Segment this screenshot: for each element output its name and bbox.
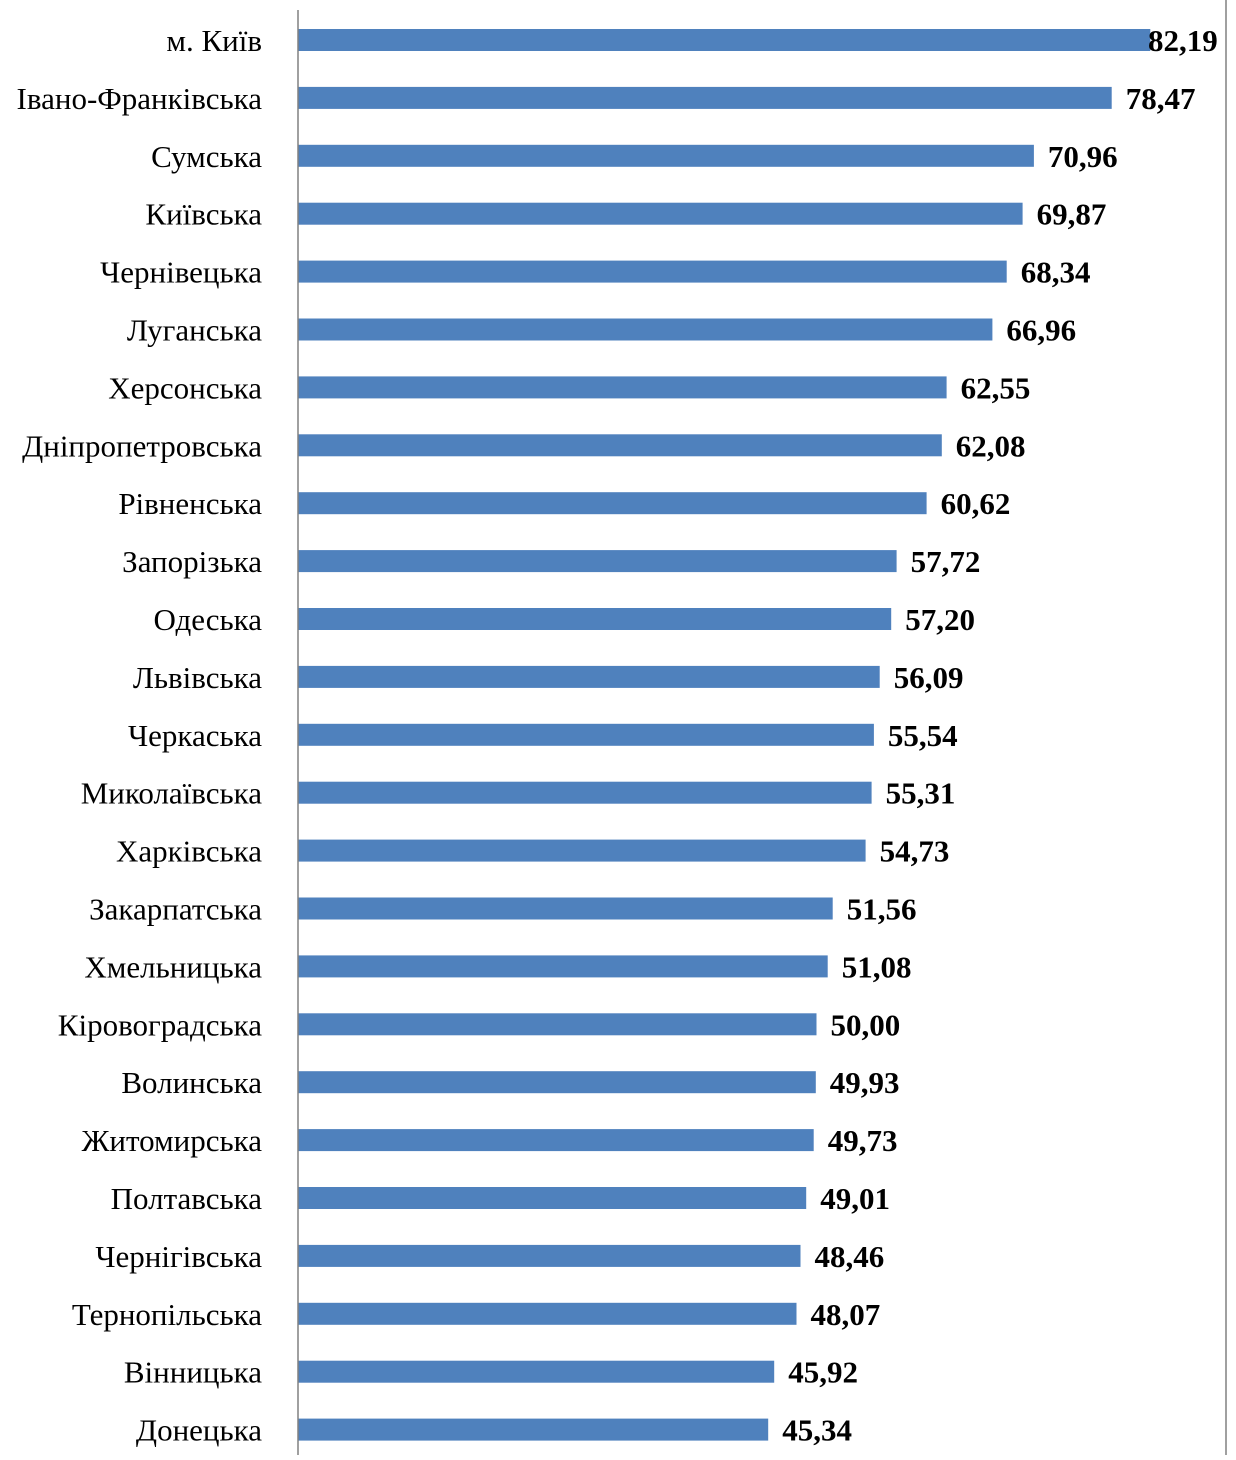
bar-2 bbox=[298, 86, 1112, 109]
category-label-3: Сумська bbox=[151, 139, 262, 174]
category-label-7: Херсонська bbox=[108, 370, 262, 405]
value-label-1: 82,19 bbox=[1148, 23, 1218, 58]
category-label-2: Івано-Франківська bbox=[17, 81, 263, 116]
category-label-24: Вінницька bbox=[124, 1355, 262, 1390]
bar-4 bbox=[298, 202, 1023, 225]
value-label-13: 55,54 bbox=[888, 718, 958, 753]
category-label-21: Полтавська bbox=[111, 1181, 263, 1216]
category-labels-layer: м. Київ Івано-Франківська Сумська Київська Ч… bbox=[17, 23, 263, 1448]
value-label-5: 68,34 bbox=[1021, 255, 1091, 290]
bar-19 bbox=[298, 1071, 816, 1094]
bar-11 bbox=[298, 608, 892, 630]
bar-5 bbox=[298, 260, 1007, 283]
category-label-10: Запорізька bbox=[122, 544, 262, 579]
value-label-9: 60,62 bbox=[941, 486, 1011, 521]
category-label-15: Харківська bbox=[116, 834, 262, 869]
value-label-15: 54,73 bbox=[880, 834, 950, 869]
category-label-20: Житомирська bbox=[82, 1123, 263, 1158]
bar-20 bbox=[298, 1129, 814, 1152]
bar-7 bbox=[298, 376, 947, 399]
bar-13 bbox=[298, 723, 874, 746]
value-label-19: 49,93 bbox=[830, 1065, 900, 1100]
value-label-23: 48,07 bbox=[811, 1297, 881, 1332]
bar-3 bbox=[298, 144, 1034, 167]
bar-16 bbox=[298, 897, 833, 920]
category-label-4: Київська bbox=[145, 197, 262, 232]
value-label-18: 50,00 bbox=[831, 1007, 901, 1042]
value-label-3: 70,96 bbox=[1048, 139, 1118, 174]
value-label-12: 56,09 bbox=[894, 660, 964, 695]
bar-24 bbox=[298, 1360, 775, 1383]
value-label-22: 48,46 bbox=[815, 1239, 885, 1274]
category-label-19: Волинська bbox=[121, 1065, 262, 1100]
value-label-11: 57,20 bbox=[905, 602, 975, 637]
category-label-17: Хмельницька bbox=[84, 949, 262, 984]
bars-layer bbox=[298, 29, 1151, 1441]
category-label-11: Одеська bbox=[153, 602, 262, 637]
category-label-5: Чернівецька bbox=[100, 255, 262, 290]
bar-8 bbox=[298, 434, 942, 457]
bar-22 bbox=[298, 1244, 801, 1267]
bar-14 bbox=[298, 781, 872, 804]
value-label-8: 62,08 bbox=[956, 428, 1026, 463]
bar-6 bbox=[298, 318, 993, 341]
value-label-20: 49,73 bbox=[828, 1123, 898, 1158]
category-label-9: Рівненська bbox=[118, 486, 262, 521]
axes-layer bbox=[297, 0, 1227, 1455]
category-label-13: Черкаська bbox=[128, 718, 262, 753]
bar-9 bbox=[298, 492, 927, 515]
bar-10 bbox=[298, 550, 897, 573]
value-label-2: 78,47 bbox=[1126, 81, 1196, 116]
category-label-6: Луганська bbox=[127, 313, 262, 348]
bar-1 bbox=[298, 29, 1151, 51]
bar-23 bbox=[298, 1302, 797, 1325]
category-label-18: Кіровоградська bbox=[58, 1007, 262, 1042]
value-label-16: 51,56 bbox=[847, 892, 917, 927]
value-label-4: 69,87 bbox=[1037, 197, 1107, 232]
category-label-8: Дніпропетровська bbox=[22, 428, 262, 463]
bar-15 bbox=[298, 839, 866, 862]
value-label-10: 57,72 bbox=[911, 544, 981, 579]
bar-18 bbox=[298, 1013, 817, 1036]
value-label-25: 45,34 bbox=[782, 1413, 852, 1448]
bar-17 bbox=[298, 955, 828, 978]
value-label-7: 62,55 bbox=[961, 370, 1031, 405]
category-label-23: Тернопільська bbox=[72, 1297, 262, 1332]
value-label-6: 66,96 bbox=[1006, 313, 1076, 348]
value-label-17: 51,08 bbox=[842, 949, 912, 984]
category-label-16: Закарпатська bbox=[89, 892, 262, 927]
bar-12 bbox=[298, 665, 880, 688]
category-label-1: м. Київ bbox=[166, 23, 262, 58]
bar-21 bbox=[298, 1187, 807, 1209]
category-label-25: Донецька bbox=[136, 1413, 262, 1448]
value-label-21: 49,01 bbox=[820, 1181, 890, 1216]
value-label-24: 45,92 bbox=[788, 1355, 858, 1390]
bar-25 bbox=[298, 1418, 769, 1441]
category-label-22: Чернігівська bbox=[95, 1239, 262, 1274]
value-label-14: 55,31 bbox=[886, 776, 956, 811]
category-label-14: Миколаївська bbox=[81, 776, 263, 811]
category-label-12: Львівська bbox=[133, 660, 262, 695]
